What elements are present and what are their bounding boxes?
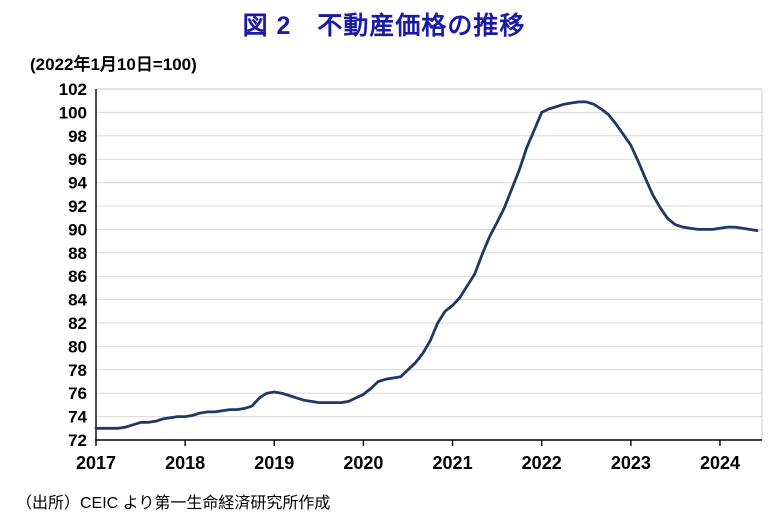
x-tick-label: 2020 — [343, 453, 383, 473]
chart-title: 図 2 不動産価格の推移 — [242, 12, 526, 40]
y-tick-label: 90 — [68, 220, 87, 239]
x-tick-label: 2019 — [254, 453, 294, 473]
source-note: （出所）CEIC より第一生命経済研究所作成 — [16, 495, 331, 512]
x-tick-label: 2017 — [76, 453, 116, 473]
y-tick-label: 96 — [68, 150, 87, 169]
y-tick-label: 76 — [68, 384, 87, 403]
y-tick-label: 94 — [68, 174, 87, 193]
x-tick-label: 2024 — [700, 453, 740, 473]
x-tick-label: 2021 — [433, 453, 473, 473]
x-tick-label: 2018 — [165, 453, 205, 473]
y-tick-label: 82 — [68, 314, 87, 333]
y-tick-label: 100 — [59, 103, 87, 122]
y-tick-label: 102 — [59, 80, 87, 99]
x-tick-label: 2022 — [522, 453, 562, 473]
y-tick-label: 80 — [68, 337, 87, 356]
y-tick-label: 98 — [68, 127, 87, 146]
price-index-line — [94, 100, 759, 430]
y-tick-label: 72 — [68, 431, 87, 450]
index-base-note: (2022年1月10日=100) — [30, 55, 197, 74]
y-tick-label: 74 — [68, 408, 87, 427]
y-tick-label: 84 — [68, 291, 87, 310]
x-tick-label: 2023 — [611, 453, 651, 473]
y-tick-label: 78 — [68, 361, 87, 380]
y-tick-label: 92 — [68, 197, 87, 216]
y-tick-label: 88 — [68, 244, 87, 263]
y-tick-label: 86 — [68, 267, 87, 286]
